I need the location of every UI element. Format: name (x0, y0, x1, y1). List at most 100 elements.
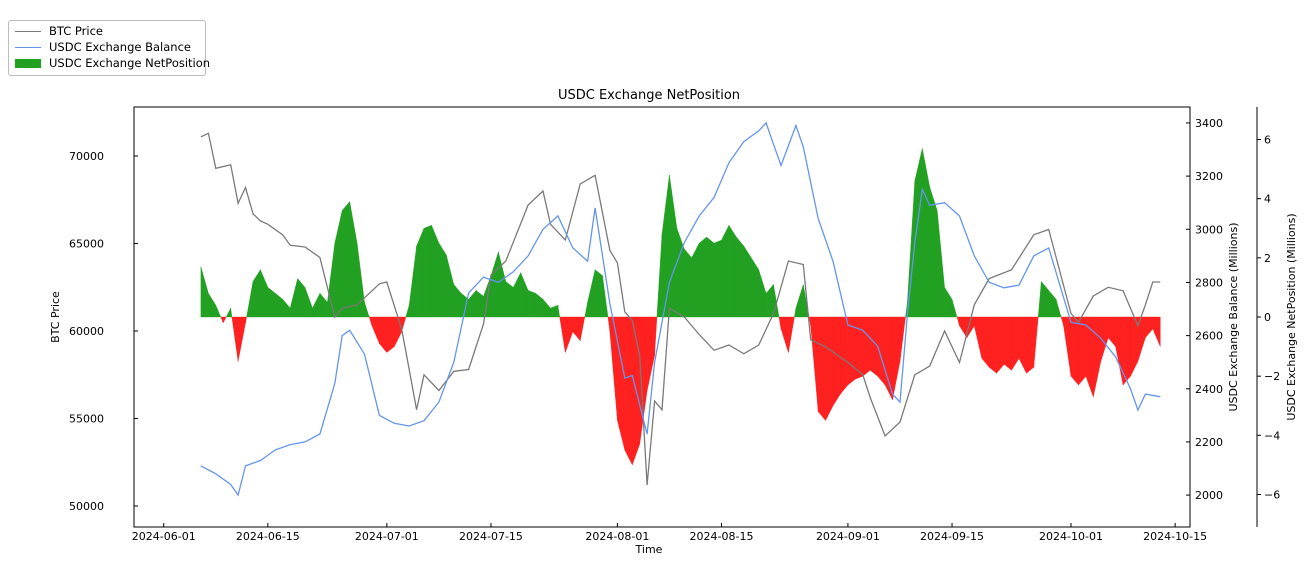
right1-tick-label: 2800 (1195, 276, 1223, 289)
legend-label-btc: BTC Price (49, 24, 103, 38)
netposition-positive-segment (490, 251, 499, 318)
netposition-positive-segment (520, 272, 529, 318)
netposition-positive-segment (431, 225, 440, 318)
netposition-negative-segment (646, 316, 655, 391)
netposition-negative-segment (996, 316, 1005, 374)
netposition-positive-segment (587, 269, 596, 318)
netposition-positive-segment (304, 287, 313, 318)
netposition-negative-segment (780, 316, 789, 353)
netposition-positive-segment (252, 269, 261, 318)
right2-tick-label: 6 (1264, 134, 1271, 147)
netposition-negative-segment (959, 316, 968, 339)
legend-label-balance: USDC Exchange Balance (49, 40, 191, 54)
x-tick-label: 2024-09-15 (920, 530, 984, 543)
x-tick-label: 2024-06-15 (236, 530, 300, 543)
netposition-positive-segment (676, 228, 685, 318)
netposition-negative-segment (371, 316, 380, 344)
netposition-negative-segment (1145, 316, 1154, 339)
netposition-negative-segment (231, 316, 239, 362)
x-tick-label: 2024-08-01 (585, 530, 649, 543)
netposition-positive-segment (275, 292, 283, 318)
netposition-negative-segment (1078, 316, 1087, 386)
netposition-positive-segment (765, 283, 774, 318)
right2-tick-label: −4 (1264, 429, 1280, 442)
netposition-negative-segment (394, 316, 402, 347)
netposition-negative-segment (222, 316, 227, 323)
netposition-negative-segment (368, 316, 373, 326)
right1-tick-label: 3000 (1195, 223, 1223, 236)
legend-swatch-netposition (15, 58, 41, 68)
netposition-negative-segment (870, 316, 878, 377)
legend-label-netposition: USDC Exchange NetPosition (49, 56, 211, 70)
netposition-negative-segment (237, 316, 246, 362)
netposition-positive-segment (446, 254, 454, 318)
netposition-positive-segment (230, 308, 233, 318)
netposition-positive-segment (1041, 280, 1049, 318)
netposition-positive-segment (260, 269, 269, 318)
netposition-negative-segment (245, 316, 247, 323)
x-tick-label: 2024-10-01 (1039, 530, 1103, 543)
netposition-negative-segment (1130, 316, 1139, 377)
netposition-positive-segment (691, 243, 700, 318)
netposition-negative-segment (1018, 316, 1027, 374)
netposition-positive-segment (557, 305, 560, 318)
netposition-negative-segment (778, 316, 782, 329)
netposition-positive-segment (922, 148, 930, 318)
netposition-negative-segment (810, 316, 819, 412)
netposition-positive-segment (200, 266, 209, 318)
netposition-positive-segment (215, 305, 222, 318)
netposition-positive-segment (475, 289, 484, 318)
netposition-positive-segment (246, 281, 254, 318)
netposition-positive-segment (319, 292, 328, 318)
right1-tick-label: 2200 (1195, 436, 1223, 449)
netposition-negative-segment (899, 316, 906, 362)
netposition-positive-segment (795, 284, 804, 318)
left-tick-label: 70000 (69, 150, 104, 163)
netposition-positive-segment (721, 225, 730, 318)
netposition-positive-segment (505, 281, 514, 318)
netposition-positive-segment (423, 225, 432, 318)
right1-axis-label: USDC Exchange Balance (Millions) (1227, 222, 1240, 411)
netposition-negative-segment (884, 316, 893, 400)
netposition-negative-segment (1003, 316, 1012, 371)
legend-swatch-btc (15, 30, 41, 32)
netposition-negative-segment (974, 316, 982, 359)
netposition-negative-segment (379, 316, 387, 354)
plot-frame (133, 106, 1191, 528)
netposition-negative-segment (862, 316, 871, 377)
legend: BTC Price USDC Exchange Balance USDC Exc… (8, 20, 210, 76)
netposition-negative-segment (1152, 316, 1161, 347)
netposition-positive-segment (751, 257, 759, 318)
netposition-positive-segment (728, 224, 737, 318)
netposition-positive-segment (594, 269, 603, 318)
right2-tick-label: −2 (1264, 370, 1280, 383)
netposition-negative-segment (1115, 316, 1124, 386)
right2-axis-label: USDC Exchange NetPosition (Millions) (1285, 213, 1298, 420)
netposition-positive-segment (290, 278, 298, 318)
netposition-positive-segment (951, 299, 958, 318)
left-tick-label: 65000 (69, 238, 104, 251)
right1-tick-label: 2400 (1195, 383, 1223, 396)
netposition-positive-segment (409, 245, 417, 318)
netposition-negative-segment (840, 316, 849, 395)
netposition-negative-segment (580, 316, 586, 341)
netposition-positive-segment (513, 272, 521, 318)
netposition-negative-segment (1026, 316, 1035, 374)
netposition-negative-segment (981, 316, 990, 368)
netposition-negative-segment (788, 316, 795, 353)
netposition-positive-segment (356, 243, 365, 318)
left-axis-label: BTC Price (49, 291, 62, 343)
chart-title: USDC Exchange NetPosition (558, 88, 740, 103)
netposition-negative-segment (401, 316, 407, 332)
x-tick-label: 2024-07-01 (355, 530, 419, 543)
netposition-positive-segment (550, 304, 559, 318)
right2-tick-label: 4 (1264, 193, 1271, 206)
netposition-negative-segment (825, 316, 834, 421)
netposition-positive-segment (297, 277, 306, 318)
netposition-positive-segment (438, 242, 447, 318)
right2-tick-label: 0 (1264, 311, 1271, 324)
netposition-positive-segment (684, 248, 692, 318)
netposition-negative-segment (220, 316, 224, 323)
netposition-positive-segment (1048, 289, 1057, 318)
netposition-positive-segment (527, 290, 536, 318)
